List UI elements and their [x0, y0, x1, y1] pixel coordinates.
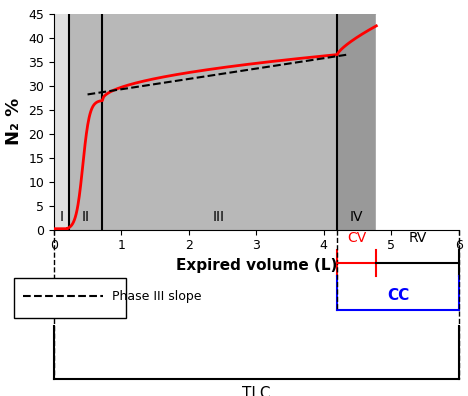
Text: CV: CV [347, 230, 366, 245]
Y-axis label: N₂ %: N₂ % [5, 98, 22, 145]
Text: RV: RV [408, 230, 427, 245]
Text: Phase III slope: Phase III slope [112, 290, 202, 303]
X-axis label: Expired volume (L): Expired volume (L) [176, 258, 337, 273]
Text: I: I [59, 210, 63, 224]
Bar [69, 14, 337, 230]
Bar [337, 14, 376, 230]
Text: II: II [81, 210, 89, 224]
Bar [376, 14, 459, 230]
FancyBboxPatch shape [14, 278, 126, 318]
Text: CC: CC [387, 288, 409, 303]
Text: III: III [213, 210, 225, 224]
Bar [54, 14, 69, 230]
Text: TLC: TLC [242, 386, 271, 396]
Text: IV: IV [350, 210, 364, 224]
